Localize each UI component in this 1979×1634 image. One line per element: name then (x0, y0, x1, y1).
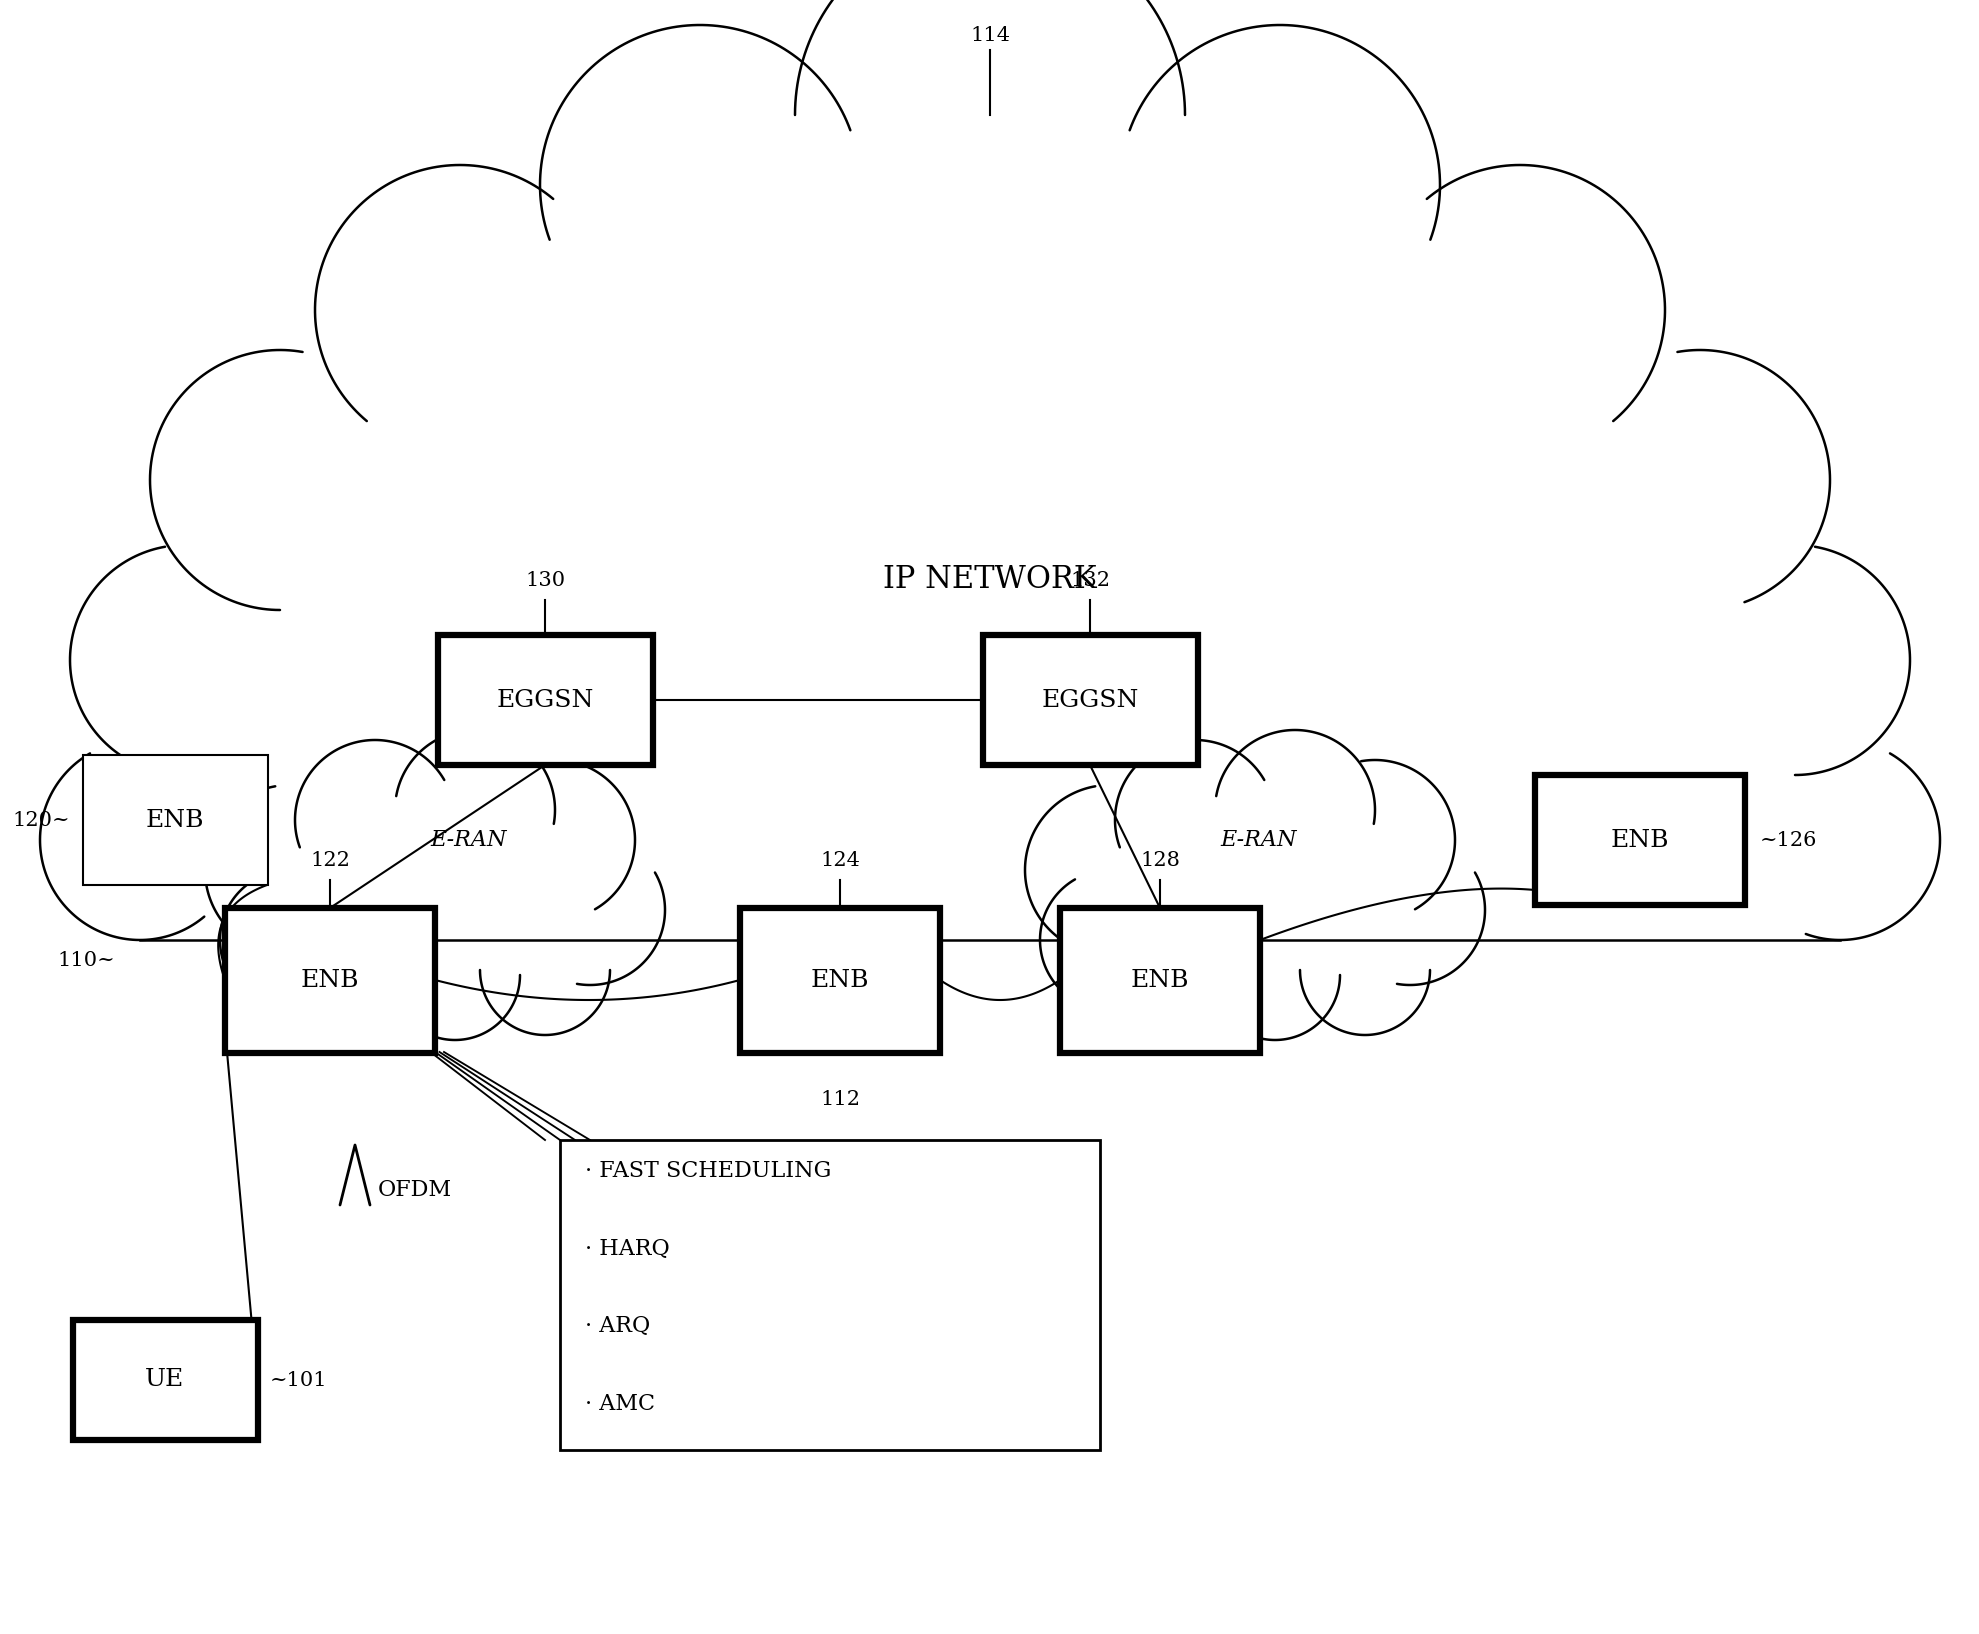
Text: ~126: ~126 (1759, 830, 1817, 850)
Text: 122: 122 (311, 851, 350, 869)
Text: ENB: ENB (301, 969, 360, 992)
Text: 128: 128 (1140, 851, 1179, 869)
Text: ENB: ENB (811, 969, 869, 992)
Text: · ARQ: · ARQ (586, 1315, 651, 1337)
Text: ENB: ENB (146, 809, 204, 832)
Text: ~101: ~101 (269, 1371, 329, 1389)
Text: ENB: ENB (1130, 969, 1189, 992)
Text: EGGSN: EGGSN (1041, 688, 1138, 711)
Text: E-RAN: E-RAN (429, 828, 507, 851)
FancyBboxPatch shape (740, 907, 940, 1052)
Text: 124: 124 (819, 851, 861, 869)
FancyBboxPatch shape (982, 636, 1197, 765)
Text: 110~: 110~ (57, 951, 115, 969)
Text: · AMC: · AMC (586, 1392, 655, 1415)
Text: UE: UE (144, 1369, 184, 1392)
Text: 112: 112 (819, 1090, 861, 1109)
Text: · HARQ: · HARQ (586, 1237, 669, 1260)
Text: 114: 114 (970, 26, 1009, 44)
Text: · FAST SCHEDULING: · FAST SCHEDULING (586, 1160, 831, 1181)
Text: E-RAN: E-RAN (1219, 828, 1296, 851)
Text: 130: 130 (524, 570, 566, 590)
FancyBboxPatch shape (83, 755, 267, 886)
Text: ENB: ENB (1611, 828, 1668, 851)
Text: 120~: 120~ (12, 810, 69, 830)
Text: 132: 132 (1071, 570, 1110, 590)
FancyBboxPatch shape (73, 1320, 257, 1440)
Text: OFDM: OFDM (378, 1180, 451, 1201)
FancyBboxPatch shape (1536, 775, 1745, 905)
FancyBboxPatch shape (437, 636, 653, 765)
Text: EGGSN: EGGSN (497, 688, 594, 711)
FancyBboxPatch shape (1061, 907, 1261, 1052)
Text: IP NETWORK: IP NETWORK (883, 564, 1096, 595)
FancyBboxPatch shape (560, 1141, 1100, 1449)
FancyBboxPatch shape (226, 907, 435, 1052)
